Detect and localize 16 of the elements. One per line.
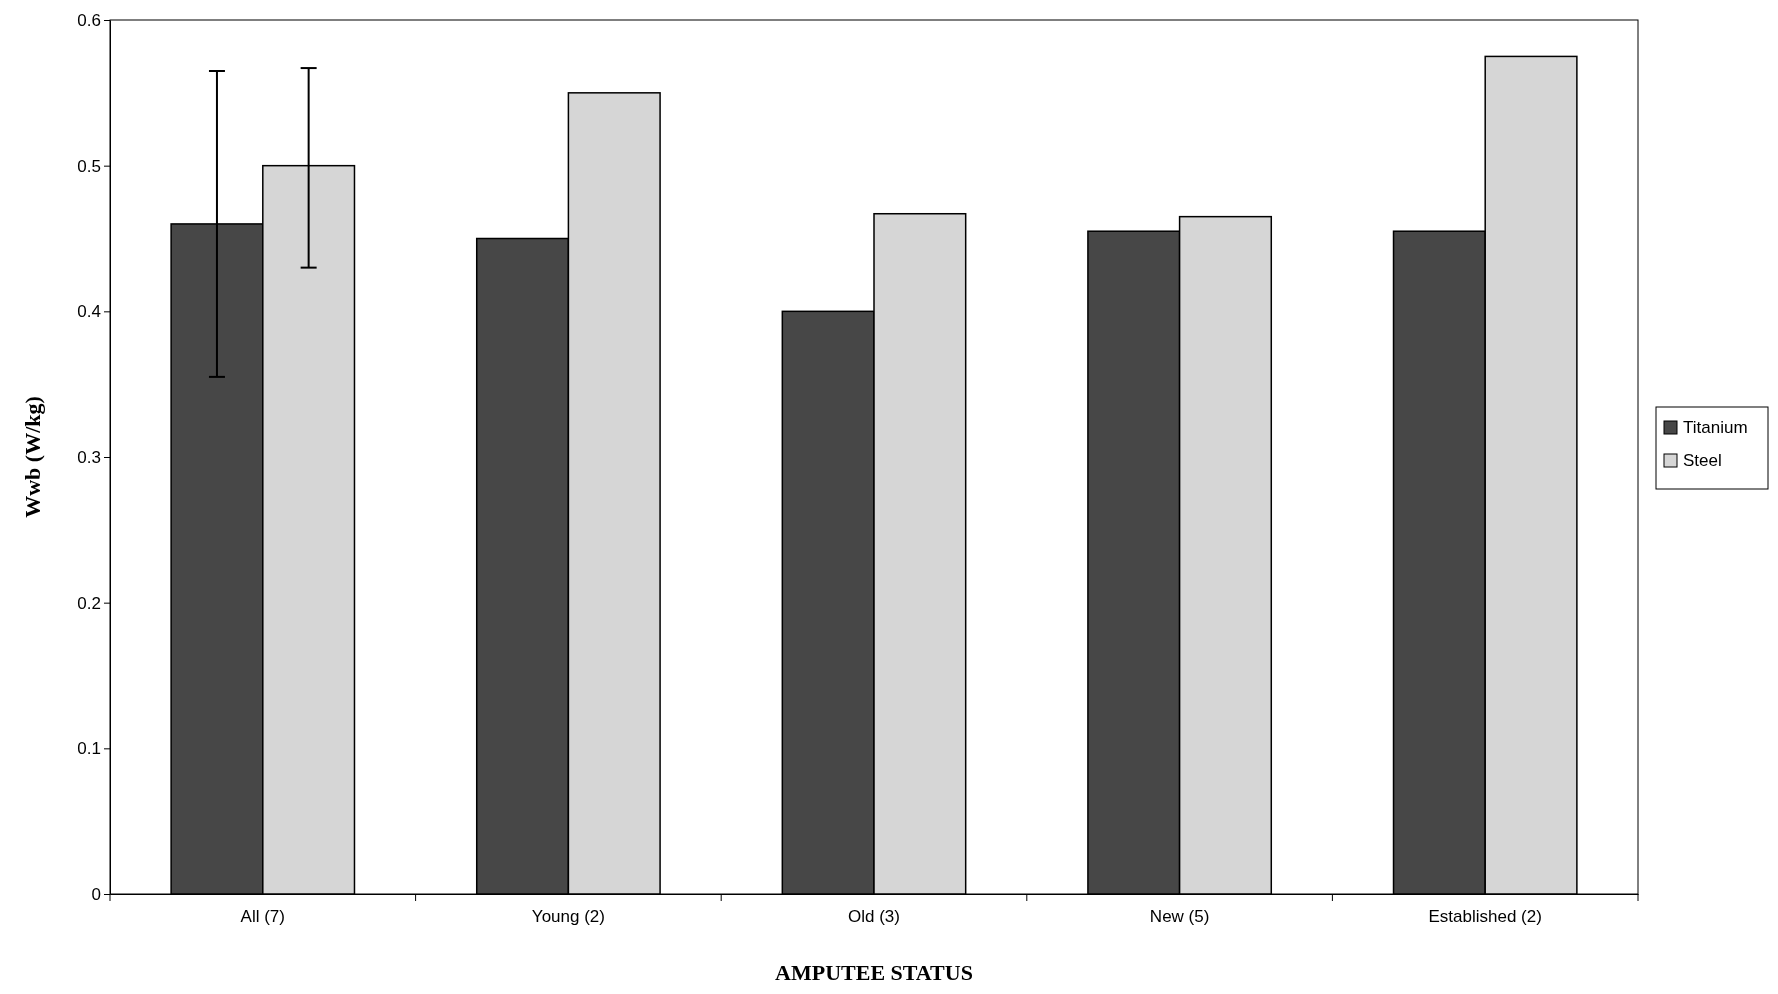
x-tick-label: Young (2): [531, 907, 605, 927]
y-tick-label: 0.1: [77, 739, 101, 759]
legend-label: Steel: [1683, 451, 1722, 470]
y-tick-label: 0.2: [77, 593, 101, 613]
x-tick-label: New (5): [1149, 907, 1210, 927]
x-axis-title: AMPUTEE STATUS: [775, 960, 973, 985]
y-tick-label: 0.3: [77, 447, 101, 467]
x-tick-label: All (7): [240, 907, 285, 927]
y-tick-label: 0.6: [77, 10, 101, 30]
x-tick-label: Established (2): [1428, 907, 1542, 927]
y-axis-title: Wwb (W/kg): [20, 396, 45, 518]
y-tick-label: 0.5: [77, 156, 101, 176]
y-tick-label: 0.4: [77, 302, 101, 322]
legend-label: Titanium: [1683, 418, 1748, 437]
x-tick-label: Old (3): [848, 907, 900, 927]
y-tick-label: 0: [91, 884, 101, 904]
